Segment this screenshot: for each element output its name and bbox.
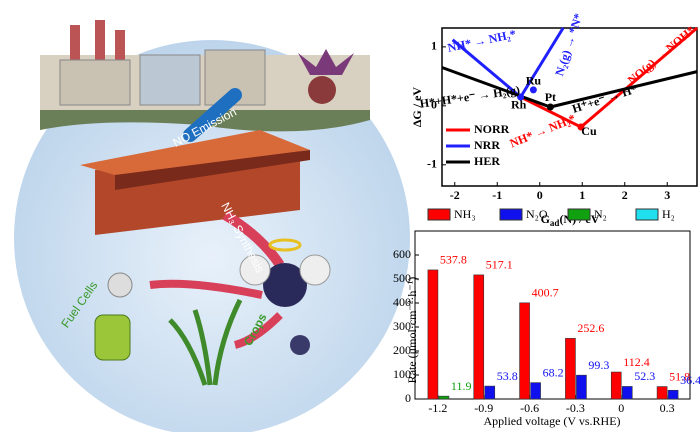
x-axis-label-part: G: [541, 212, 550, 226]
annotation: NH* → NH₂*: [508, 111, 578, 150]
value-label: 537.8: [440, 253, 467, 267]
point-label: Rh: [511, 98, 527, 112]
bar: [621, 386, 633, 400]
value-label: 400.7: [532, 286, 559, 300]
value-label: 11.9: [451, 379, 472, 393]
annotation: NH* → NH₂*: [446, 27, 517, 55]
x-tick-label: -2: [450, 188, 460, 202]
value-label: 52.3: [634, 369, 655, 383]
y-tick-label: 300: [393, 319, 411, 333]
y-tick-label: -1: [427, 157, 437, 171]
legend-label: H₂: [662, 207, 675, 221]
x-tick-label: 2: [622, 188, 628, 202]
bar: [576, 374, 587, 400]
ammonia-molecule: [263, 263, 307, 307]
y-tick-label: 400: [393, 295, 411, 309]
y-tick-label: 0: [405, 391, 411, 405]
legend-swatch: [635, 208, 659, 221]
x-tick-label: -1.2: [428, 401, 447, 415]
bar: [519, 302, 530, 400]
bar: [438, 395, 450, 400]
illustration: NO Emission NH₃ Synthesis Fuel Cells Cro…: [14, 20, 410, 432]
y-tick-label: 100: [393, 367, 411, 381]
y-axis-label: ΔG / eV: [410, 87, 424, 128]
x-tick-label: -1: [492, 188, 502, 202]
legend-label: N₂O: [526, 207, 548, 221]
bar: [656, 386, 668, 400]
x-tick-label: 3: [664, 188, 670, 202]
value-label: 68.2: [543, 365, 564, 379]
point-label: Cu: [581, 124, 597, 138]
x-tick-label: -0.9: [474, 401, 493, 415]
value-label: 99.3: [588, 358, 609, 372]
x-tick-label: 0: [618, 401, 624, 415]
y-tick-label: 500: [393, 271, 411, 285]
value-label: 517.1: [486, 258, 513, 272]
crop: [168, 298, 243, 386]
x-axis-label-part: ad: [550, 218, 560, 228]
legend-label: NORR: [474, 122, 510, 136]
plot-frame: [414, 230, 691, 400]
value-label: 252.6: [577, 321, 604, 335]
point: [517, 93, 525, 101]
fuel-cell: [94, 314, 131, 361]
legend-label: N₂: [594, 207, 607, 221]
legend-swatch: [499, 208, 523, 221]
value-label: 53.8: [497, 369, 518, 383]
plot-frame: [441, 27, 698, 187]
x-tick-label: -0.3: [566, 401, 585, 415]
y-tick-label: 200: [393, 343, 411, 357]
y-tick-label: 1: [431, 39, 437, 53]
value-label: 36.4: [680, 373, 700, 387]
x-tick-label: 0: [537, 188, 543, 202]
annotation: N₂(g) → *N*: [552, 12, 585, 78]
annotation: H⁺+e⁻ → H*: [570, 82, 639, 116]
bar: [473, 274, 485, 400]
legend-label: NH₃: [454, 207, 476, 221]
annotation: NO(g) → NOH*: [625, 23, 698, 87]
bar: [484, 385, 496, 400]
bar: [565, 338, 576, 400]
bar: [427, 269, 439, 400]
legend-swatch: [427, 208, 451, 221]
point: [546, 103, 554, 111]
point: [529, 86, 537, 94]
value-label: 51.8: [669, 369, 690, 383]
value-label: 112.4: [623, 355, 650, 369]
legend-label: NRR: [474, 138, 500, 152]
point: [577, 123, 585, 131]
point-label: Ru: [526, 74, 542, 88]
point-label: Pt: [545, 90, 556, 104]
legend-label: HER: [474, 154, 500, 168]
x-tick-label: 1: [579, 188, 585, 202]
y-tick-label: 0: [431, 98, 437, 112]
x-axis-label: Applied voltage (V vs.RHE): [483, 414, 620, 428]
bar: [667, 389, 679, 400]
legend-swatch: [567, 208, 591, 221]
bar: [610, 371, 622, 400]
x-tick-label: -0.6: [520, 401, 539, 415]
x-tick-label: 0.3: [660, 401, 675, 415]
y-tick-label: 600: [393, 247, 411, 261]
annotation: H*+H*+e⁻ → H₂(g): [419, 83, 521, 111]
bar: [530, 382, 541, 400]
